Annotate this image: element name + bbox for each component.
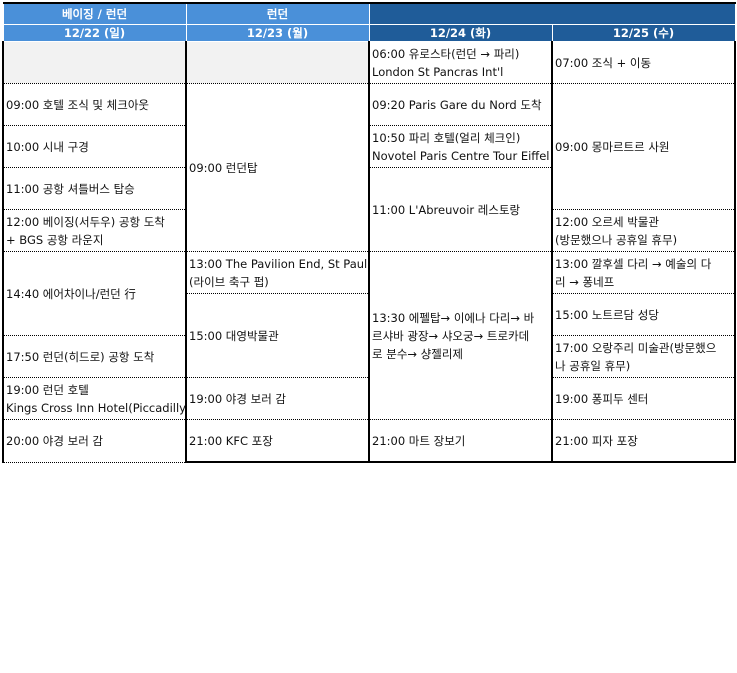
- schedule-entry-text: 21:00 KFC 포장: [189, 433, 273, 448]
- schedule-cell[interactable]: 15:00 노트르담 성당: [551, 293, 736, 336]
- schedule-cell[interactable]: 09:20 Paris Gare du Nord 도착: [368, 83, 553, 126]
- schedule-entry-text: 21:00 마트 장보기: [372, 433, 466, 448]
- schedule-cell[interactable]: 15:00 대영박물관: [185, 293, 370, 378]
- schedule-body: 06:00 유로스타(런던 → 파리) London St Pancras Int…: [2, 41, 736, 463]
- schedule-entry-text: + BGS 공항 라운지: [6, 232, 104, 247]
- schedule-entry-text: 19:00 런던 호텔: [6, 382, 89, 397]
- schedule-entry-text: Novotel Paris Centre Tour Eiffel: [372, 148, 550, 163]
- empty-cell[interactable]: [185, 41, 370, 84]
- schedule-entry-text: 10:00 시내 구경: [6, 139, 89, 154]
- date-header-1225: 12/25 (수): [551, 24, 736, 42]
- date-header-row: 12/22 (일) 12/23 (월) 12/24 (화) 12/25 (수): [2, 24, 736, 42]
- schedule-entry-text: 19:00 퐁피두 센터: [555, 391, 649, 406]
- schedule-cell[interactable]: 21:00 마트 장보기: [368, 419, 553, 463]
- schedule-cell[interactable]: 10:00 시내 구경: [2, 125, 187, 168]
- date-header-1223: 12/23 (월): [185, 24, 370, 42]
- schedule-row: 21:00 KFC 포장 21:00 마트 장보기 21:00 피자 포장: [3, 419, 736, 463]
- schedule-entry-text: 13:00 깔후셀 다리 → 예술의 다: [555, 256, 712, 271]
- schedule-entry-text: (방문했으나 공휴일 휴무): [555, 232, 678, 247]
- schedule-row: 09:00 호텔 조식 및 체크아웃 09:00 런던탑 09:20 Paris G…: [2, 83, 736, 252]
- schedule-row: 19:00 런던 호텔 Kings Cross Inn Hotel(Piccadi…: [2, 377, 736, 420]
- schedule-entry-text: 13:30 에펠탑→ 이에나 다리→ 바: [372, 310, 535, 325]
- schedule-entry-text: London St Pancras Int'l: [372, 64, 504, 79]
- region-header-row: 베이징 / 런던 런던: [2, 2, 736, 25]
- schedule-entry-text: 15:00 대영박물관: [189, 328, 279, 343]
- schedule-entry-text: 11:00 L'Abreuvoir 레스토랑: [372, 202, 521, 217]
- schedule-entry-text: 09:00 런던탑: [189, 160, 258, 175]
- region-header-london: 런던: [185, 2, 370, 25]
- schedule-row: 11:00 공항 셔틀버스 탑승 11:00 L'Abreuvoir 레스토랑: [2, 167, 735, 252]
- schedule-cell[interactable]: 12:00 베이징(서두우) 공항 도착 + BGS 공항 라운지: [2, 209, 187, 252]
- schedule-entry-text: 리 → 퐁네프: [555, 274, 615, 289]
- region-header-beijing-london: 베이징 / 런던: [2, 2, 187, 25]
- schedule-entry-text: 21:00 피자 포장: [555, 433, 638, 448]
- schedule-entry-text: 로 분수→ 샹젤리제: [372, 346, 464, 361]
- schedule-entry-text: 17:00 오랑주리 미술관(방문했으: [555, 340, 717, 355]
- schedule-cell[interactable]: 09:00 런던탑: [185, 83, 370, 252]
- schedule-cell[interactable]: 09:00 몽마르트르 사원: [551, 83, 736, 210]
- date-header-1222: 12/22 (일): [2, 24, 187, 42]
- schedule-entry-text: 15:00 노트르담 성당: [555, 307, 659, 322]
- schedule-entry-text: 09:20 Paris Gare du Nord 도착: [372, 97, 542, 112]
- schedule-cell[interactable]: 19:00 런던 호텔 Kings Cross Inn Hotel(Piccadi…: [2, 377, 187, 420]
- schedule-cell[interactable]: 11:00 L'Abreuvoir 레스토랑: [368, 167, 553, 252]
- schedule-entry-text: Kings Cross Inn Hotel(Piccadilly): [6, 400, 186, 415]
- schedule-entry-text: 12:00 오르세 박물관: [555, 214, 659, 229]
- schedule-cell[interactable]: 07:00 조식 + 이동: [551, 41, 736, 84]
- schedule-cell[interactable]: 21:00 KFC 포장: [185, 419, 370, 463]
- schedule-entry-text: 13:00 The Pavilion End, St Paul's: [189, 256, 369, 271]
- schedule-entry-text: 09:00 호텔 조식 및 체크아웃: [6, 97, 149, 112]
- schedule-entry-text: 나 공휴일 휴무): [555, 358, 631, 373]
- date-header-1224: 12/24 (화): [368, 24, 553, 42]
- itinerary-table: 베이징 / 런던 런던 12/22 (일) 12/23 (월) 12/24 (화…: [2, 2, 736, 463]
- schedule-cell[interactable]: 09:00 호텔 조식 및 체크아웃: [2, 83, 187, 126]
- schedule-row: 12:00 베이징(서두우) 공항 도착 + BGS 공항 라운지 12:00 오르…: [2, 209, 736, 252]
- schedule-cell[interactable]: 19:00 퐁피두 센터: [551, 377, 736, 420]
- schedule-entry-text: 07:00 조식 + 이동: [555, 55, 652, 70]
- schedule-entry-text: 14:40 에어차이나/런던 行: [6, 286, 136, 301]
- schedule-cell[interactable]: 11:00 공항 셔틀버스 탑승: [2, 167, 187, 210]
- empty-cell[interactable]: [2, 41, 187, 84]
- schedule-cell[interactable]: 20:00 야경 보러 감: [2, 419, 187, 463]
- schedule-cell[interactable]: 21:00 피자 포장: [551, 419, 736, 463]
- schedule-entry-text: (라이브 축구 펍): [189, 274, 269, 289]
- schedule-cell[interactable]: 17:50 런던(히드로) 공항 도착: [2, 335, 187, 378]
- schedule-cell[interactable]: 19:00 야경 보러 감: [185, 377, 370, 420]
- schedule-row: 10:00 시내 구경 10:50 파리 호텔(얼리 체크인) Novotel Pa…: [2, 125, 735, 168]
- schedule-entry-text: 10:50 파리 호텔(얼리 체크인): [372, 130, 521, 145]
- schedule-entry-text: 17:50 런던(히드로) 공항 도착: [6, 349, 155, 364]
- schedule-entry-text: 르샤바 광장→ 샤오궁→ 트로카데: [372, 328, 530, 343]
- schedule-cell[interactable]: 12:00 오르세 박물관 (방문했으나 공휴일 휴무): [551, 209, 736, 252]
- schedule-cell[interactable]: 14:40 에어차이나/런던 行: [2, 251, 187, 336]
- schedule-entry-text: 12:00 베이징(서두우) 공항 도착: [6, 214, 165, 229]
- schedule-entry-text: 11:00 공항 셔틀버스 탑승: [6, 181, 135, 196]
- region-header-paris: [368, 2, 736, 25]
- schedule-entry-text: 06:00 유로스타(런던 → 파리): [372, 46, 520, 61]
- schedule-cell[interactable]: 06:00 유로스타(런던 → 파리) London St Pancras Int…: [368, 41, 553, 84]
- schedule-entry-text: 09:00 몽마르트르 사원: [555, 139, 670, 154]
- schedule-cell[interactable]: 10:50 파리 호텔(얼리 체크인) Novotel Paris Centre …: [368, 125, 553, 168]
- schedule-cell[interactable]: 13:00 The Pavilion End, St Paul's (라이브 축구…: [185, 251, 370, 294]
- schedule-entry-text: 19:00 야경 보러 감: [189, 391, 287, 406]
- schedule-entry-text: 20:00 야경 보러 감: [6, 433, 104, 448]
